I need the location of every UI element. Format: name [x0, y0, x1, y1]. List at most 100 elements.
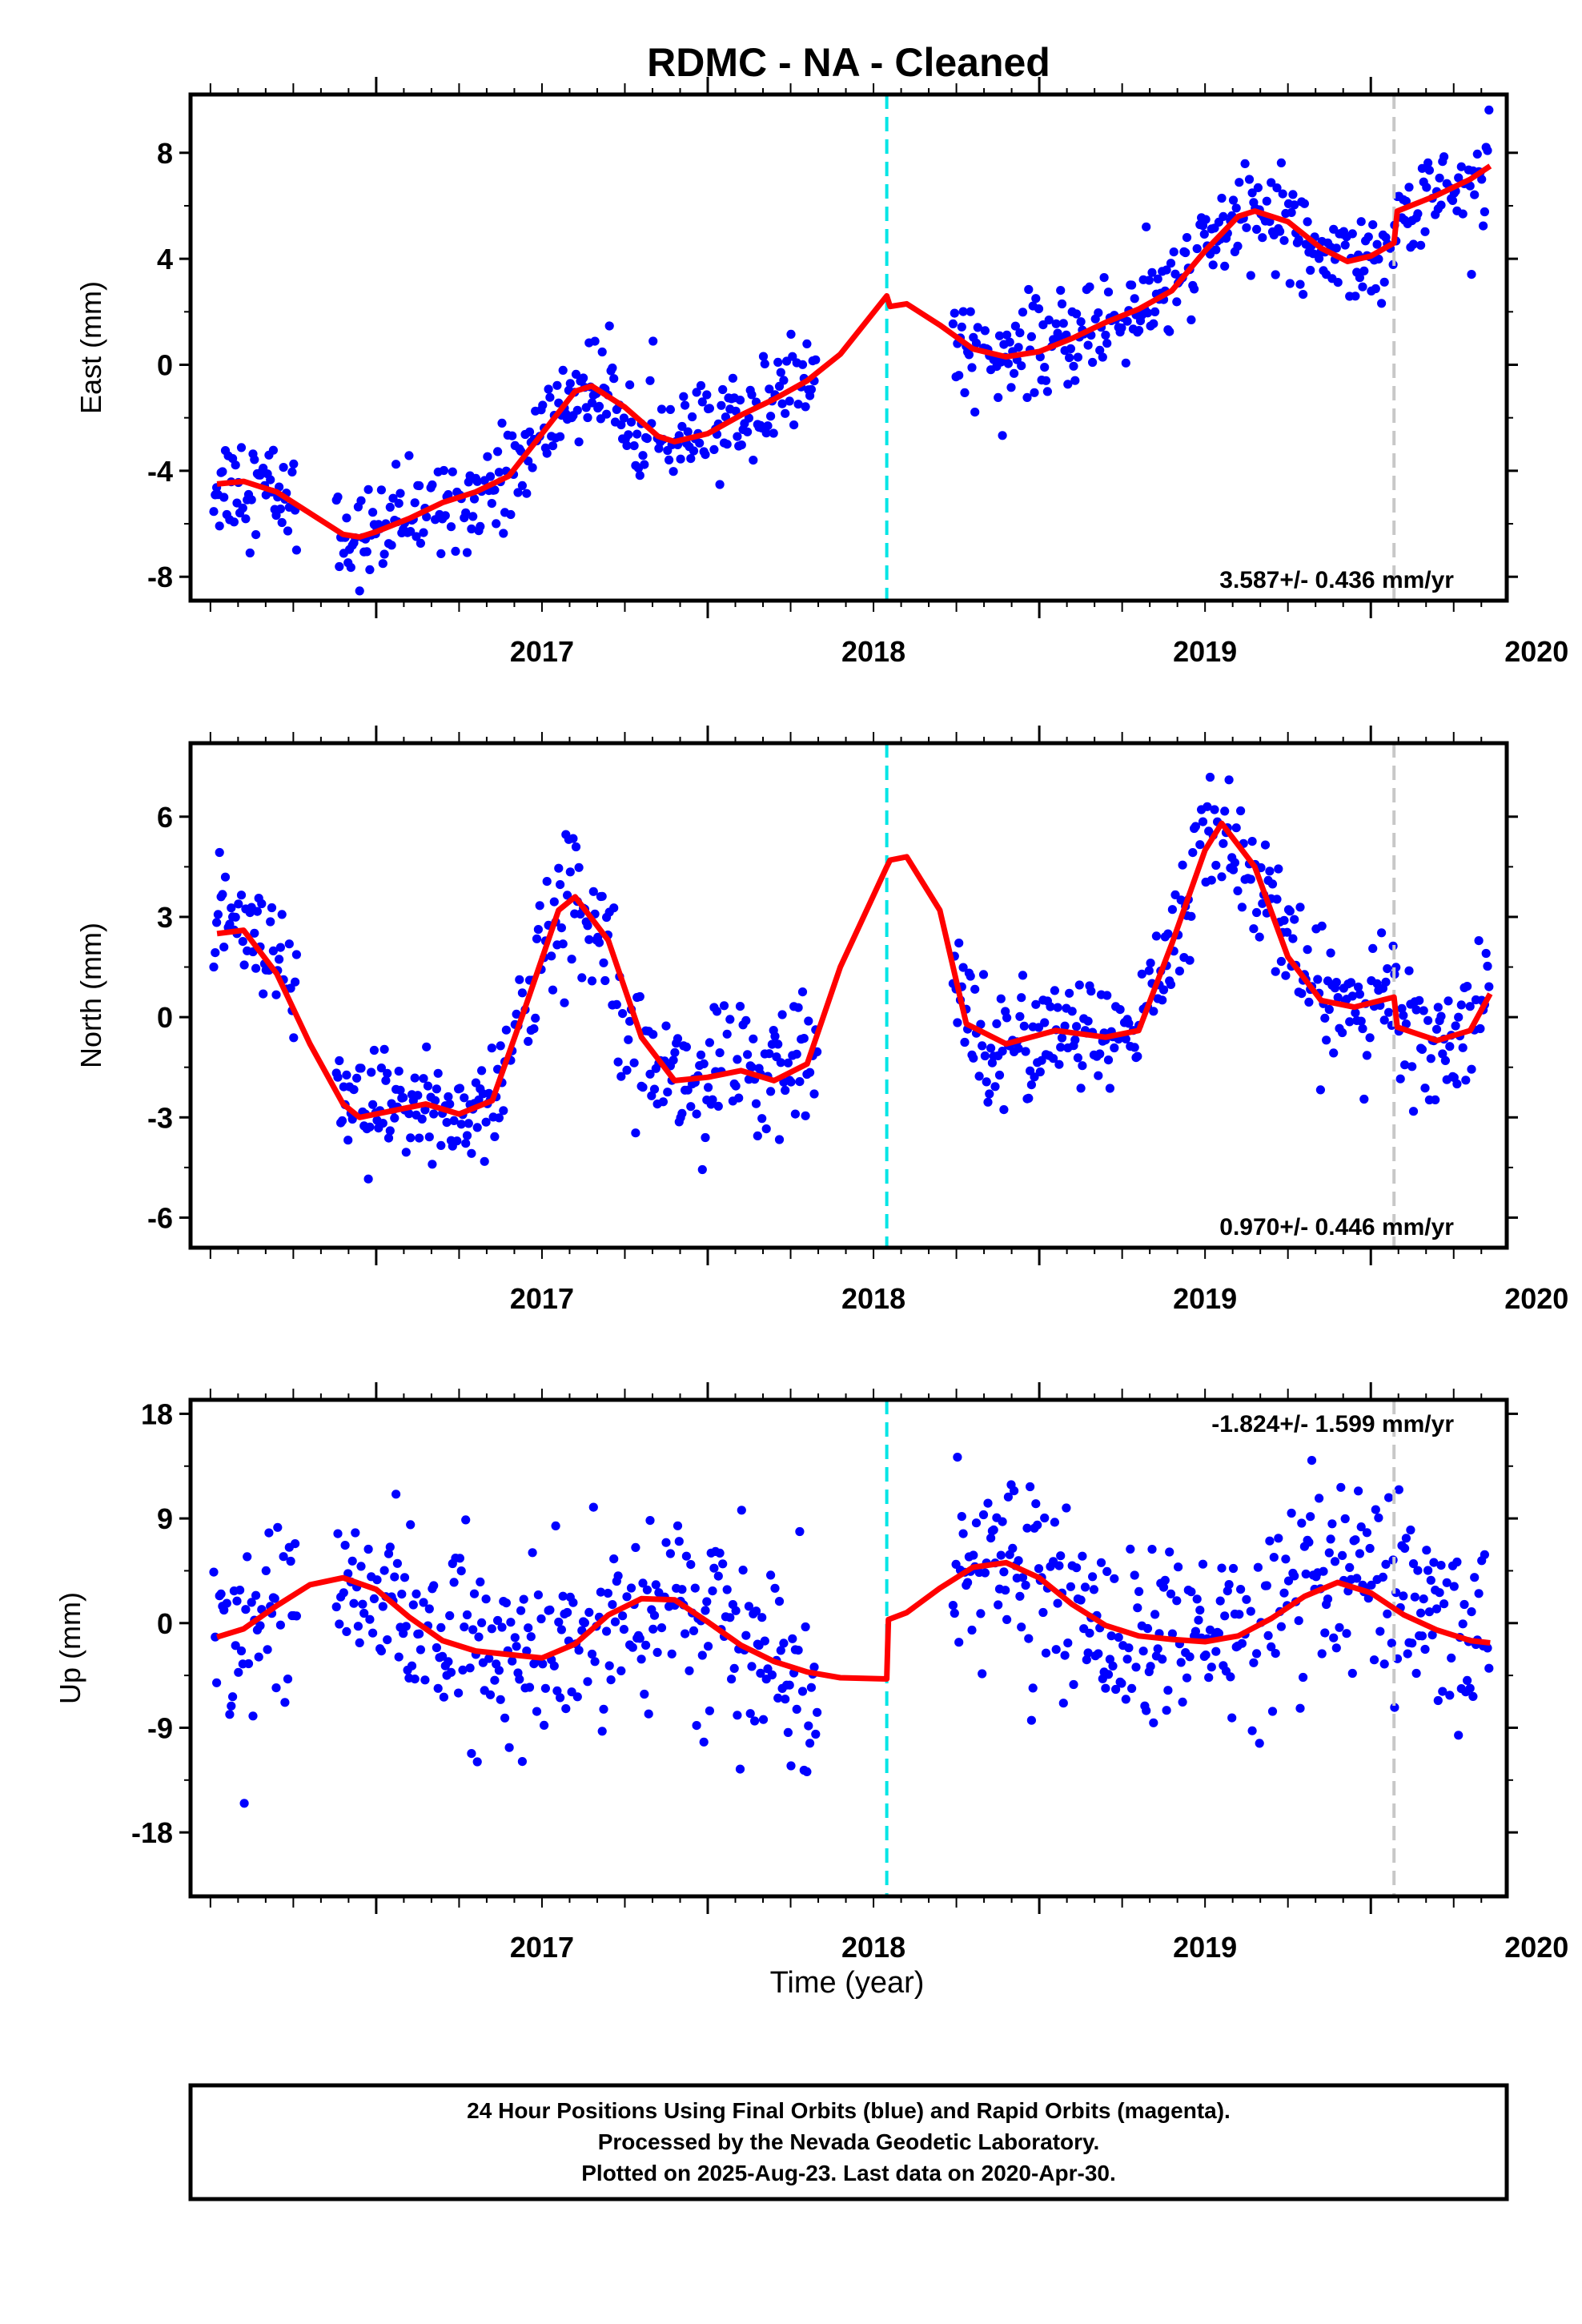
up-data-point: [273, 1522, 283, 1532]
north-data-point: [1346, 978, 1356, 987]
north-data-point: [333, 1072, 343, 1082]
up-data-point: [735, 1764, 745, 1774]
up-data-point: [407, 1661, 417, 1671]
east-data-point: [735, 396, 745, 405]
up-data-point: [446, 1667, 456, 1677]
north-x-tick-label: 2020: [1504, 1282, 1568, 1315]
north-data-point: [1211, 860, 1221, 870]
up-data-point: [967, 1625, 977, 1635]
up-data-point: [1463, 1675, 1472, 1685]
up-data-point: [444, 1657, 453, 1667]
north-data-point: [753, 1131, 762, 1140]
up-data-point: [608, 1600, 617, 1610]
up-data-point: [1423, 1566, 1433, 1575]
up-data-point: [504, 1743, 514, 1752]
east-data-point: [1355, 273, 1364, 283]
up-data-point: [599, 1704, 608, 1714]
up-data-point: [1317, 1649, 1327, 1659]
north-data-point: [1102, 991, 1112, 1000]
up-data-point: [408, 1600, 418, 1610]
east-data-point: [1219, 211, 1228, 221]
north-data-point: [704, 1083, 713, 1092]
east-data-point: [1022, 392, 1032, 402]
east-data-point: [1253, 183, 1263, 192]
up-data-point: [673, 1521, 683, 1530]
east-data-point: [1424, 166, 1434, 175]
north-data-point: [587, 976, 597, 986]
east-data-point: [801, 402, 810, 412]
up-data-point: [1066, 1582, 1075, 1591]
up-data-point: [1195, 1606, 1205, 1615]
north-data-point: [638, 1083, 648, 1092]
north-data-point: [1056, 1043, 1066, 1052]
north-data-point: [1124, 1019, 1134, 1028]
east-data-point: [1169, 247, 1178, 257]
north-data-point: [212, 918, 222, 927]
east-data-point: [1070, 376, 1080, 385]
north-data-point: [783, 1058, 793, 1068]
east-data-point: [1356, 217, 1366, 227]
up-data-point: [467, 1749, 476, 1759]
north-data-point: [1018, 971, 1028, 980]
up-data-point: [954, 1638, 964, 1647]
east-data-point: [469, 494, 480, 504]
north-data-point: [496, 1041, 505, 1051]
east-data-point: [1147, 267, 1157, 277]
north-data-point: [379, 1044, 389, 1054]
north-data-point: [686, 1102, 696, 1112]
up-data-point: [460, 1622, 469, 1632]
north-data-point: [986, 1043, 996, 1053]
north-data-point: [799, 1034, 809, 1043]
up-data-point: [477, 1618, 487, 1627]
north-data-point: [1415, 995, 1424, 1005]
east-data-point: [1130, 294, 1139, 304]
east-data-point: [451, 546, 460, 557]
up-data-point: [610, 1617, 620, 1626]
up-data-point: [472, 1757, 482, 1767]
east-data-point: [1288, 190, 1298, 199]
north-data-point: [978, 1041, 987, 1051]
up-data-point: [568, 1598, 578, 1607]
east-data-point: [1479, 221, 1488, 231]
up-data-point: [729, 1663, 739, 1673]
east-data-point: [980, 326, 990, 336]
north-data-point: [417, 1114, 427, 1124]
north-data-point: [1021, 1047, 1030, 1056]
up-data-point: [1338, 1550, 1347, 1560]
north-data-point: [1431, 1095, 1440, 1104]
up-data-point: [667, 1649, 677, 1659]
east-data-point: [590, 336, 600, 346]
east-data-point: [394, 499, 404, 509]
up-data-point: [685, 1666, 694, 1675]
east-data-point: [948, 319, 958, 328]
north-data-point: [517, 988, 528, 998]
north-data-point: [960, 1037, 970, 1047]
north-fit-line: [216, 820, 1493, 1120]
north-data-point: [268, 946, 278, 955]
up-data-point: [556, 1693, 565, 1703]
east-data-point: [619, 413, 629, 423]
east-data-point: [497, 418, 507, 428]
up-y-tick-label: 0: [157, 1607, 173, 1640]
north-data-point: [547, 951, 556, 961]
up-data-point: [420, 1675, 430, 1685]
east-data-point: [789, 420, 799, 430]
east-data-point: [648, 336, 658, 346]
north-data-point: [1281, 971, 1291, 980]
north-data-point: [1217, 872, 1227, 882]
north-data-point: [452, 1136, 462, 1146]
north-data-point: [1267, 879, 1278, 889]
north-data-point: [1440, 1055, 1450, 1065]
east-data-point: [462, 548, 472, 557]
up-data-point: [359, 1608, 369, 1618]
north-data-point: [481, 1117, 491, 1127]
up-data-point: [983, 1498, 993, 1508]
north-data-point: [1481, 948, 1491, 959]
north-data-point: [990, 1082, 1000, 1092]
north-y-tick-label: -3: [147, 1101, 173, 1134]
north-data-point: [1272, 895, 1282, 904]
north-data-point: [1151, 931, 1161, 941]
north-data-point: [1247, 837, 1257, 846]
north-data-point: [1320, 1013, 1330, 1023]
east-data-point: [1010, 321, 1020, 331]
